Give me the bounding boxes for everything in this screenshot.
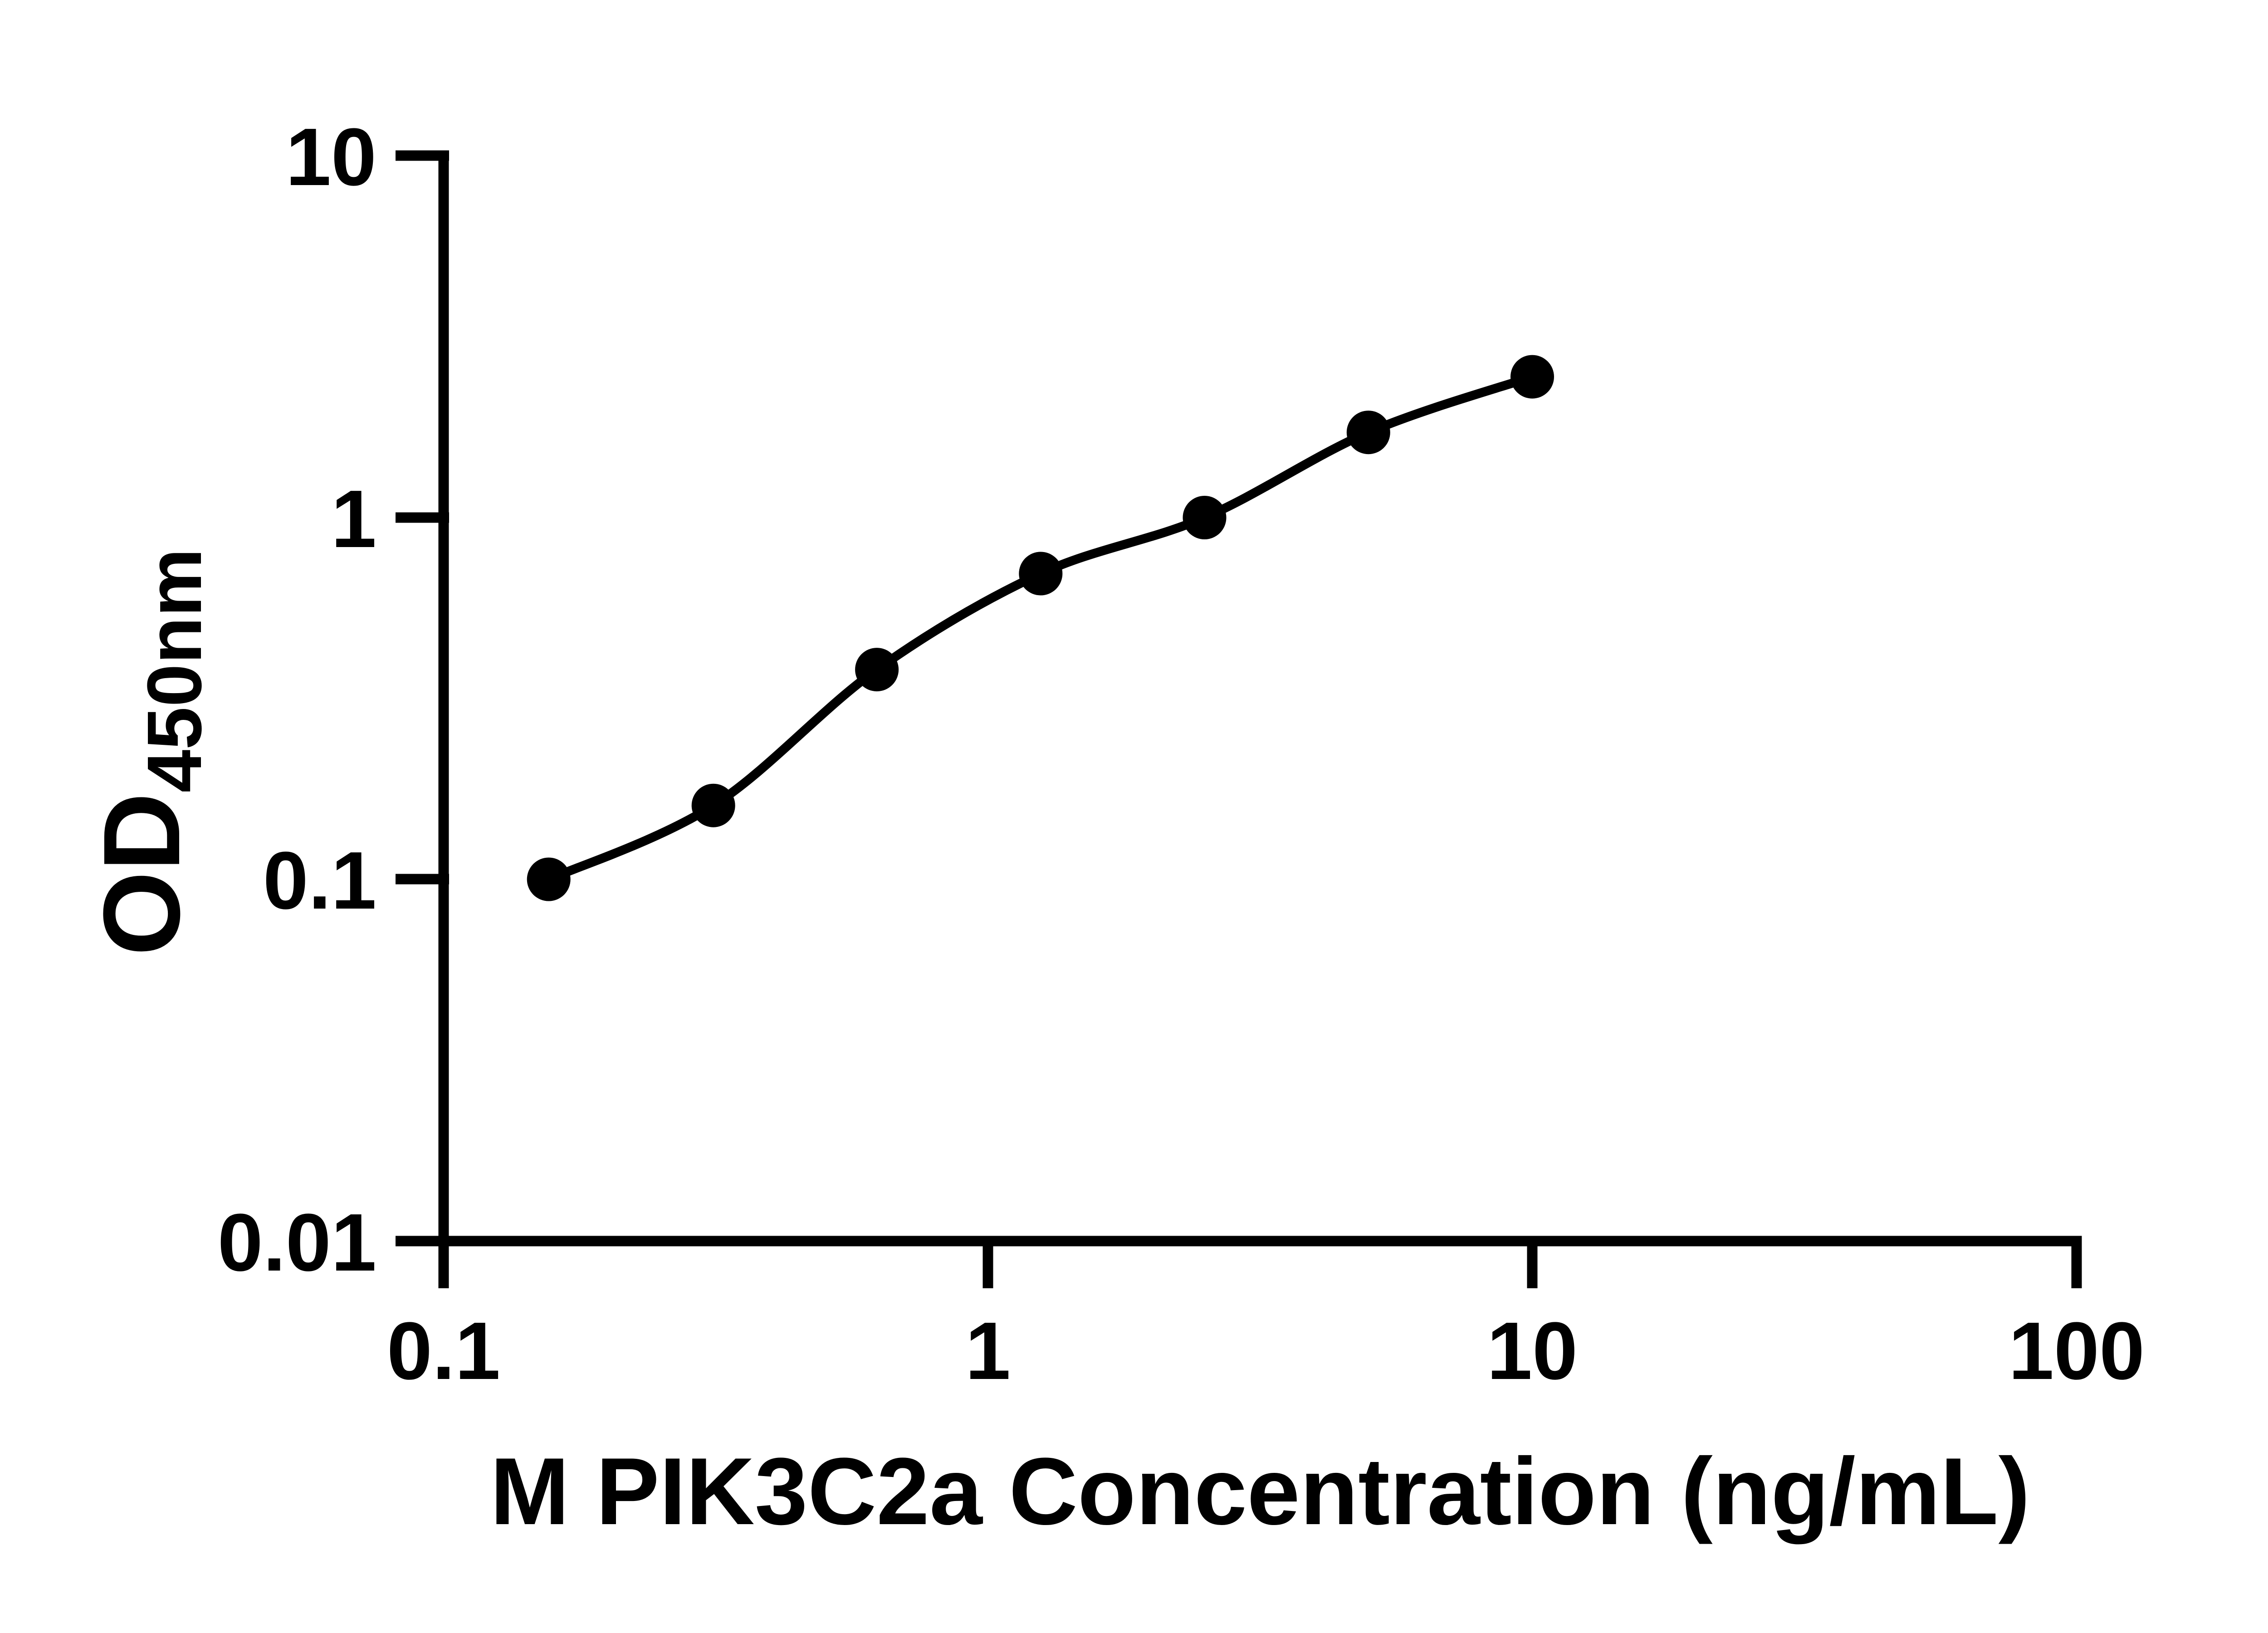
x-axis-title: M PIK3C2a Concentration (ng/mL) [490,1438,2030,1545]
data-point [1510,355,1554,399]
data-point [855,648,899,692]
y-axis-title-main: OD [81,792,202,956]
y-tick-label-0-01: 0.01 [218,1197,376,1288]
x-axis-tick-labels: 0.1 1 10 100 [387,1305,2145,1397]
data-point [691,783,735,827]
y-axis-title: OD450nm [81,548,218,956]
data-point [1183,496,1227,539]
x-tick-label-100: 100 [2009,1305,2145,1397]
x-tick-label-1: 1 [965,1305,1011,1397]
y-tick-label-10: 10 [286,112,376,203]
y-tick-label-1: 1 [331,474,376,565]
y-axis-tick-labels: 10 1 0.1 0.01 [218,112,376,1288]
data-point [1019,552,1063,596]
x-tick-label-0-1: 0.1 [387,1305,500,1397]
data-point [1346,411,1390,455]
x-tick-label-10: 10 [1487,1305,1578,1397]
x-axis-ticks [438,1241,2082,1288]
y-tick-label-0-1: 0.1 [263,835,376,926]
y-axis-title-subscript: 450nm [132,548,218,793]
data-points [527,355,1554,901]
data-point [527,857,571,901]
